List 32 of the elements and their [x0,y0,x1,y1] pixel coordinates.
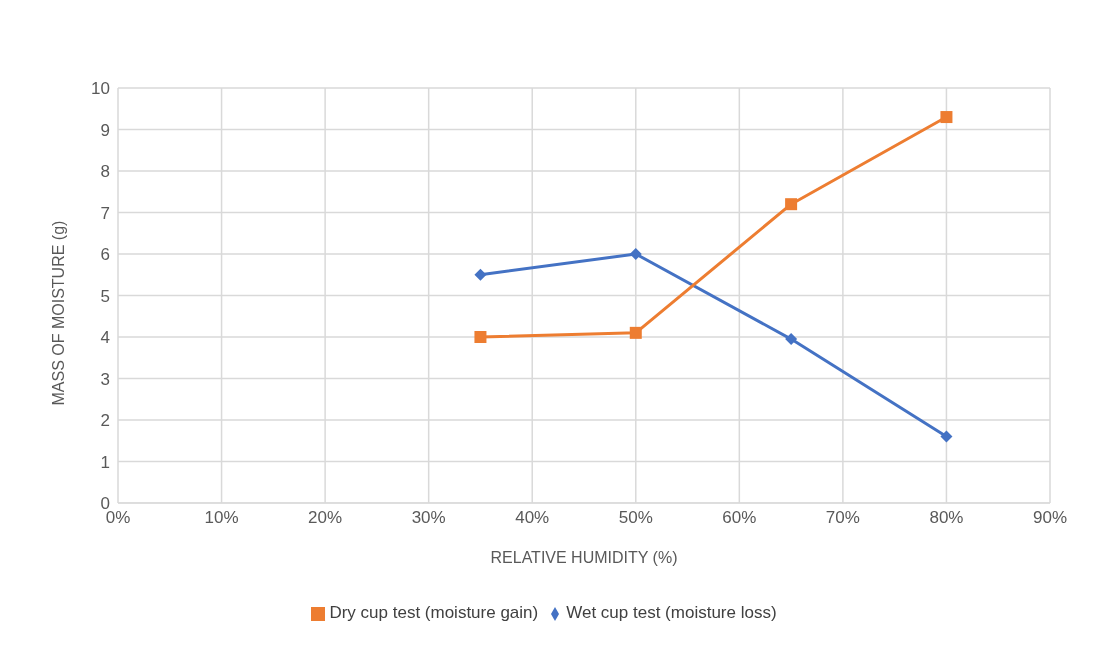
x-axis-title: RELATIVE HUMIDITY (%) [490,549,678,566]
y-tick-label: 4 [100,328,110,348]
point [629,326,642,339]
y-tick-label: 9 [100,120,110,140]
point [474,268,487,281]
point [474,331,487,343]
x-tick-label: 40% [515,508,550,528]
y-tick-label: 1 [100,452,110,472]
x-tick-label: 80% [929,508,964,528]
x-tick-label: 50% [618,508,653,528]
x-tick-label: 70% [825,508,860,528]
x-tick-label: 10% [204,508,239,528]
x-tick-label: 0% [105,508,131,528]
y-axis-title: MASS OF MOISTURE (g) [49,220,67,406]
point [785,198,798,211]
y-tick-label: 8 [100,162,110,182]
point [629,248,642,260]
y-tick-label: 7 [100,203,110,223]
x-tick-label: 90% [1032,508,1068,528]
x-tick-label: 60% [722,508,757,528]
y-tick-label: 6 [100,245,110,265]
y-tick-label: 5 [100,286,110,306]
x-tick-label: 30% [411,508,446,528]
y-tick-label: 10 [91,79,110,99]
point [940,111,953,124]
legend-label: Dry cup test (moisture gain) [329,603,539,622]
legend-label: Wet cup test (moisture loss) [566,603,777,622]
y-tick-label: 3 [100,369,110,389]
point [940,430,953,443]
y-tick-label: 2 [100,411,110,431]
x-tick-label: 20% [308,508,343,528]
point [785,333,798,346]
